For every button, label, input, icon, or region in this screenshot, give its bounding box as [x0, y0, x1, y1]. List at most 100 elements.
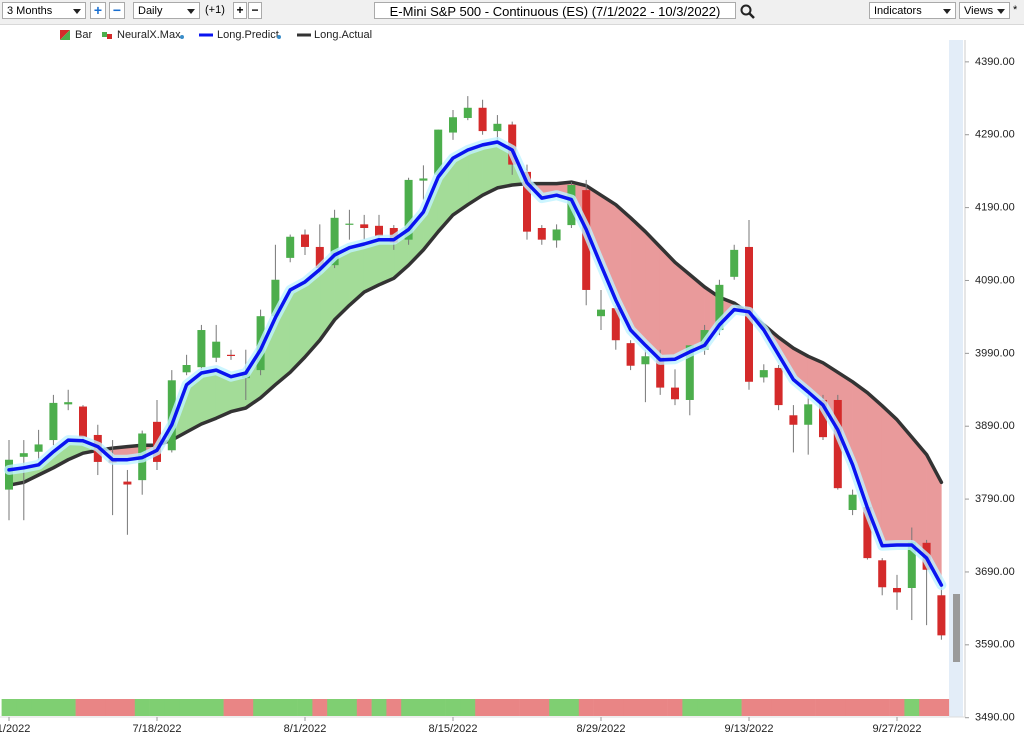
candle-body — [197, 330, 206, 368]
y-tick-label: 3990.00 — [975, 347, 1015, 359]
signal-segment — [31, 699, 47, 716]
signal-segment — [919, 699, 935, 716]
signal-segment — [830, 699, 846, 716]
signal-segment — [564, 699, 580, 716]
candle-body — [907, 542, 916, 588]
signal-segment — [356, 699, 372, 716]
signal-segment — [845, 699, 861, 716]
candle-body — [819, 399, 827, 438]
candle-body — [848, 494, 857, 511]
candle-body — [789, 415, 798, 425]
signal-segment — [800, 699, 816, 716]
signal-segment — [134, 699, 150, 716]
symbol-field[interactable]: E-Mini S&P 500 - Continuous (ES) (7/1/20… — [374, 2, 736, 19]
signal-segment — [608, 699, 624, 716]
signal-segment — [386, 699, 402, 716]
interval-select[interactable]: Daily — [133, 2, 200, 19]
candle-body — [434, 129, 443, 175]
candle-body — [64, 402, 73, 405]
legend-label: NeuralX.Max — [117, 29, 181, 41]
candle-body — [375, 225, 383, 237]
x-tick-label: 7/1/2022 — [0, 723, 30, 735]
signal-segment — [638, 699, 654, 716]
legend-icon — [60, 30, 70, 40]
signal-segment — [120, 699, 136, 716]
offset-minus-button[interactable]: − — [248, 2, 262, 19]
candle-body — [449, 117, 457, 133]
candle-body — [463, 107, 472, 118]
candle-body — [641, 356, 650, 365]
signal-segment — [593, 699, 609, 716]
offset-plus-button[interactable]: + — [233, 2, 247, 19]
y-tick-label: 4390.00 — [975, 56, 1015, 68]
candle-body — [730, 249, 739, 277]
y-tick-label: 3490.00 — [975, 712, 1015, 724]
signal-segment — [504, 699, 520, 716]
legend-label: Long.Predict — [217, 29, 279, 41]
candle-body — [227, 354, 235, 357]
offset-label: (+1) — [205, 4, 225, 16]
signal-segment — [179, 699, 195, 716]
y-tick-label: 3590.00 — [975, 639, 1015, 651]
signal-segment — [519, 699, 535, 716]
candle-body — [212, 341, 221, 358]
search-icon[interactable] — [740, 4, 756, 20]
y-tick-label: 3890.00 — [975, 420, 1015, 432]
scroll-track[interactable] — [949, 40, 963, 717]
signal-segment — [712, 699, 728, 716]
candle-body — [833, 399, 842, 489]
spread-fill — [201, 369, 217, 425]
candle-body — [671, 387, 679, 400]
candle-body — [79, 406, 87, 438]
views-select[interactable]: Views — [959, 2, 1010, 19]
candle-body — [656, 356, 665, 388]
y-tick-label: 4290.00 — [975, 129, 1015, 141]
signal-segment — [60, 699, 76, 716]
candle-body — [878, 560, 887, 588]
toolbar: 3 Months + − Daily (+1) + − E-Mini S&P 5… — [0, 0, 1024, 25]
candle-body — [774, 367, 783, 406]
signal-segment — [105, 699, 121, 716]
signal-segment — [726, 699, 742, 716]
spread-fill — [881, 405, 898, 546]
spread-fill — [911, 436, 927, 559]
period-select[interactable]: 3 Months — [2, 2, 86, 19]
zoom-in-button[interactable]: + — [90, 2, 106, 19]
signal-segment — [741, 699, 757, 716]
candle-body — [315, 246, 324, 269]
candle-body — [182, 365, 191, 373]
signal-segment — [194, 699, 210, 716]
signal-segment — [934, 699, 950, 716]
candle-body — [523, 171, 531, 232]
y-tick-label: 4090.00 — [975, 274, 1015, 286]
x-tick-label: 8/1/2022 — [284, 723, 327, 735]
signal-segment — [786, 699, 802, 716]
signal-segment — [667, 699, 683, 716]
signal-segment — [46, 699, 62, 716]
legend-dot — [277, 35, 281, 39]
signal-segment — [889, 699, 905, 716]
zoom-out-button[interactable]: − — [109, 2, 125, 19]
legend-label: Bar — [75, 29, 92, 41]
signal-segment — [238, 699, 254, 716]
candle-body — [360, 224, 369, 229]
spread-fill — [674, 261, 691, 360]
legend-icon — [107, 34, 112, 39]
candle-body — [685, 345, 694, 400]
candle-body — [552, 229, 561, 241]
spread-fill — [659, 246, 676, 361]
signal-segment — [268, 699, 284, 716]
signal-segment — [815, 699, 831, 716]
legend: Bar NeuralX.Max Long.Predict Long.Actual — [60, 29, 372, 41]
indicators-select[interactable]: Indicators — [869, 2, 956, 19]
legend-dot — [180, 35, 184, 39]
x-tick-label: 8/15/2022 — [429, 723, 478, 735]
signal-segment — [874, 699, 890, 716]
scroll-handle[interactable] — [953, 594, 960, 662]
candle-body — [804, 404, 813, 425]
signal-segment — [90, 699, 106, 716]
signal-segment — [416, 699, 432, 716]
candle-body — [271, 279, 280, 317]
